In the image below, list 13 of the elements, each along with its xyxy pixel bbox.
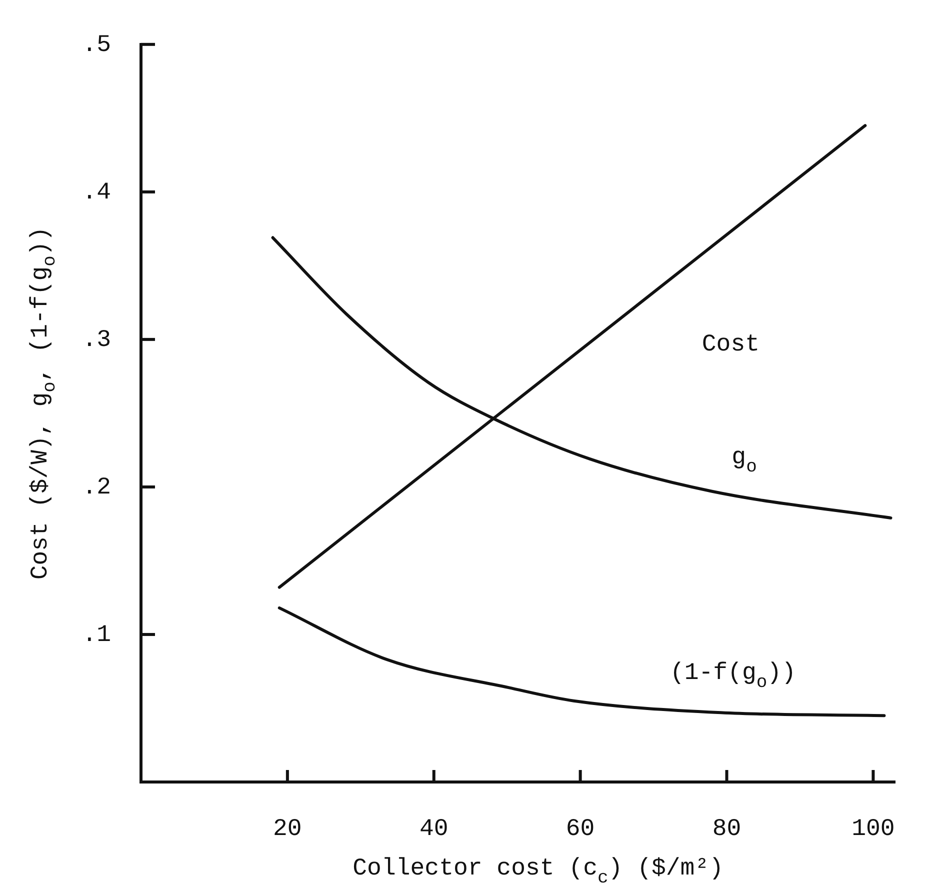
y-tick-label: .4 bbox=[82, 179, 111, 206]
y-axis-title: Cost ($/W), go, (1-f(go)) bbox=[27, 226, 60, 580]
y-tick-label: .5 bbox=[82, 32, 111, 59]
x-tick-label: 40 bbox=[419, 816, 448, 843]
x-tick-label: 20 bbox=[273, 816, 302, 843]
y-tick-label: .1 bbox=[82, 622, 111, 649]
x-tick-label: 60 bbox=[566, 816, 595, 843]
x-tick-label: 100 bbox=[852, 816, 895, 843]
line-series bbox=[278, 606, 886, 718]
x-tick-label: 80 bbox=[712, 816, 742, 843]
text: Cost bbox=[702, 331, 760, 358]
y-tick-label: .2 bbox=[82, 474, 111, 502]
y-tick-label: .3 bbox=[82, 326, 111, 354]
